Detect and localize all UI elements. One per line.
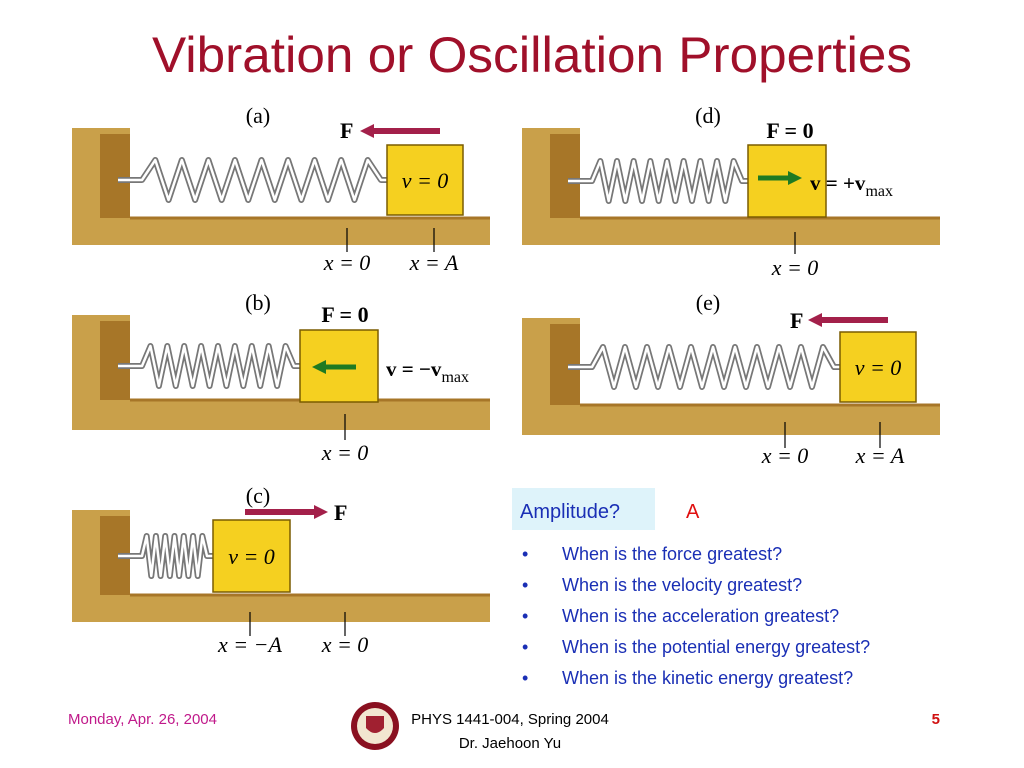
velocity-sub: max [865, 183, 893, 200]
bullet-dot: • [522, 544, 528, 564]
force-label: F = 0 [321, 302, 368, 327]
force-label: F [340, 118, 353, 143]
block [386, 144, 464, 216]
floor [522, 218, 940, 245]
position-label: x = 0 [321, 440, 369, 465]
bullet-text: When is the force greatest? [562, 544, 782, 564]
force-arrow-head [314, 505, 328, 519]
panel-label: (b) [245, 290, 271, 315]
bullet-dot: • [522, 575, 528, 595]
block-label: v = 0 [855, 355, 902, 380]
position-label: x = A [855, 443, 905, 468]
panel-label: (c) [246, 483, 270, 508]
position-label: x = A [409, 250, 459, 275]
velocity-label: v = +vmax [810, 171, 893, 200]
spring-highlight [118, 344, 300, 388]
position-label: x = 0 [323, 250, 371, 275]
position-label: x = 0 [321, 632, 369, 657]
bullet-text: When is the potential energy greatest? [562, 637, 870, 657]
logo-shield [366, 716, 384, 733]
bullet-dot: • [522, 668, 528, 688]
force-label: F [334, 500, 347, 525]
force-arrow-head [360, 124, 374, 138]
block-label: v = 0 [228, 544, 275, 569]
wall-face [100, 321, 130, 400]
bullet-text: When is the kinetic energy greatest? [562, 668, 853, 688]
footer-page: 5 [932, 711, 940, 728]
position-label: x = 0 [771, 255, 819, 280]
block [747, 144, 827, 218]
wall-face [100, 134, 130, 218]
velocity-sub: max [441, 369, 469, 386]
floor [72, 218, 490, 245]
spring-highlight [118, 158, 387, 202]
bullet-text: When is the velocity greatest? [562, 575, 802, 595]
velocity-arrow-head [312, 360, 326, 374]
bullet-dot: • [522, 606, 528, 626]
block-label: v = 0 [402, 168, 449, 193]
velocity-text: v = −v [386, 357, 442, 381]
floor [522, 405, 940, 435]
footer-instructor: Dr. Jaehoon Yu [459, 735, 561, 752]
velocity-label: v = −vmax [386, 357, 469, 386]
footer-date: Monday, Apr. 26, 2004 [68, 711, 217, 728]
velocity-text: v = +v [810, 171, 866, 195]
force-arrow-head [808, 313, 822, 327]
slide-title: Vibration or Oscillation Properties [152, 27, 912, 83]
block [839, 331, 917, 403]
panel-label: (a) [246, 103, 270, 128]
position-label: x = −A [217, 632, 282, 657]
bullet-dot: • [522, 637, 528, 657]
spring-highlight [118, 534, 213, 578]
footer-course: PHYS 1441-004, Spring 2004 [411, 711, 609, 728]
velocity-arrow-head [788, 171, 802, 185]
question-label: Amplitude? [520, 501, 620, 523]
question-box [512, 488, 655, 530]
force-label: F = 0 [766, 118, 813, 143]
floor [72, 595, 490, 622]
wall-face [550, 134, 580, 218]
question-answer: A [686, 501, 700, 523]
bullet-text: When is the acceleration greatest? [562, 606, 839, 626]
spring-highlight [568, 159, 748, 203]
panel-label: (d) [695, 103, 721, 128]
floor [72, 400, 490, 430]
position-label: x = 0 [761, 443, 809, 468]
block [212, 519, 291, 593]
footer-logo [351, 702, 399, 750]
panel-label: (e) [696, 290, 720, 315]
spring-highlight [568, 345, 840, 389]
force-label: F [790, 308, 803, 333]
